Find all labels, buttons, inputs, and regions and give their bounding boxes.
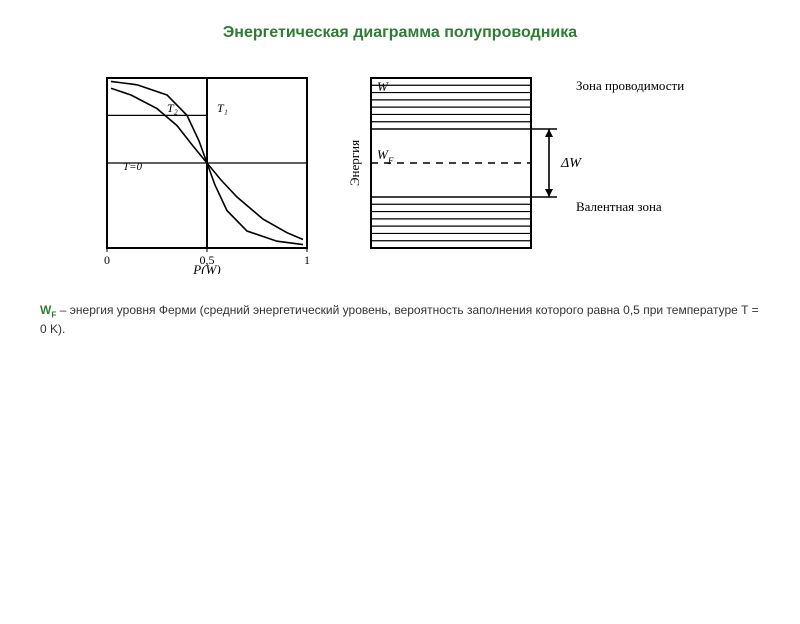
fermi-distribution-plot: T=0T₂T₁00,51P(W) <box>99 70 315 274</box>
svg-text:T₁: T₁ <box>217 101 228 115</box>
energy-band-diagram: ЭнергияWWFЗона проводимостиВалентная зон… <box>343 70 701 256</box>
svg-text:Зона проводимости: Зона проводимости <box>576 78 684 93</box>
caption: WF – энергия уровня Ферми (средний энерг… <box>40 302 760 337</box>
svg-text:P(W): P(W) <box>192 262 220 274</box>
svg-text:Валентная зона: Валентная зона <box>576 199 662 214</box>
caption-symbol: WF <box>40 303 56 317</box>
page-title: Энергетическая диаграмма полупроводника <box>0 24 800 42</box>
svg-text:ΔW: ΔW <box>560 156 582 171</box>
svg-text:1: 1 <box>304 253 310 267</box>
caption-text: – энергия уровня Ферми (средний энергети… <box>40 303 759 336</box>
svg-text:0: 0 <box>104 253 110 267</box>
svg-text:W: W <box>377 79 389 94</box>
svg-text:T=0: T=0 <box>123 161 143 173</box>
diagram-row: T=0T₂T₁00,51P(W) ЭнергияWWFЗона проводим… <box>0 70 800 274</box>
svg-text:Энергия: Энергия <box>347 140 362 186</box>
svg-text:T₂: T₂ <box>167 101 178 115</box>
